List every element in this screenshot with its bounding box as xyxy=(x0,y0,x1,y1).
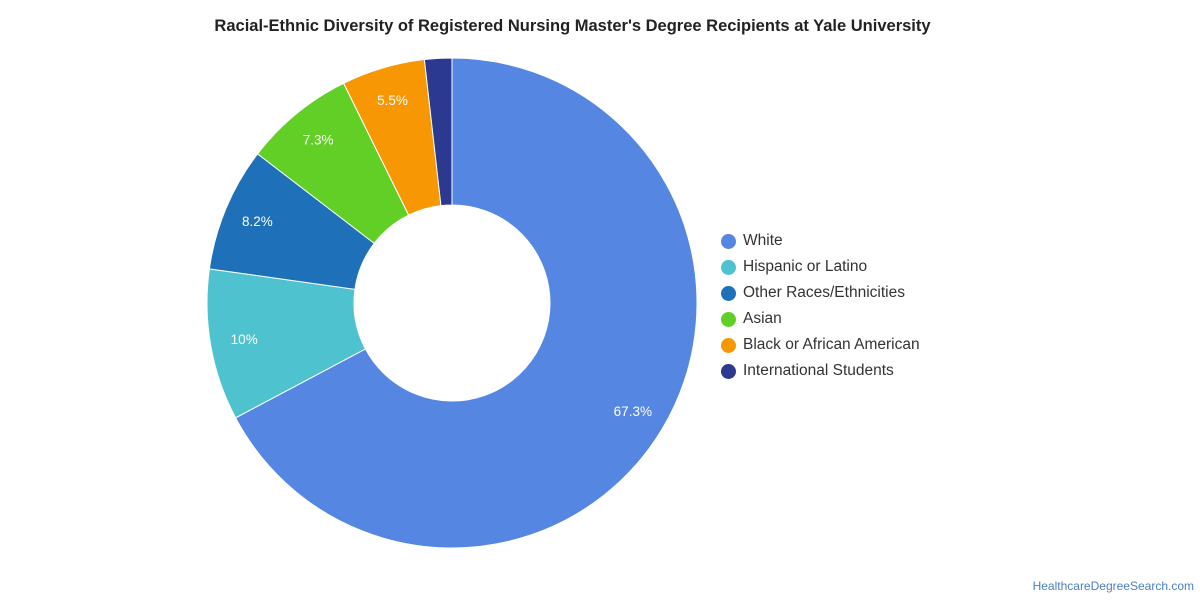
legend-label: Other Races/Ethnicities xyxy=(743,284,905,301)
legend-label: White xyxy=(743,232,783,249)
legend-swatch xyxy=(721,233,736,249)
slice-label: 5.5% xyxy=(377,93,408,108)
legend-label: International Students xyxy=(743,362,894,379)
legend-item-other-races-ethnicities[interactable]: Other Races/Ethnicities xyxy=(721,280,920,306)
legend-swatch xyxy=(721,259,736,275)
legend-label: Asian xyxy=(743,310,782,327)
legend-item-hispanic-or-latino[interactable]: Hispanic or Latino xyxy=(721,254,920,280)
legend-label: Black or African American xyxy=(743,336,920,353)
chart-legend: White Hispanic or Latino Other Races/Ethni… xyxy=(721,228,920,384)
slice-white[interactable] xyxy=(234,57,698,549)
slice-international-students[interactable] xyxy=(423,57,453,207)
legend-item-black-or-african-american[interactable]: Black or African American xyxy=(721,332,920,358)
slice-label: 8.2% xyxy=(242,214,273,229)
legend-item-international-students[interactable]: International Students xyxy=(721,358,920,384)
chart-title: Racial-Ethnic Diversity of Registered Nu… xyxy=(214,17,931,35)
legend-swatch xyxy=(721,363,736,379)
legend-label: Hispanic or Latino xyxy=(743,258,868,275)
slice-label: 7.3% xyxy=(303,132,334,147)
legend-swatch xyxy=(721,337,736,353)
source-watermark-link[interactable]: HealthcareDegreeSearch.com xyxy=(1032,579,1194,593)
legend-swatch xyxy=(721,311,736,327)
slice-label: 10% xyxy=(231,332,258,347)
legend-item-asian[interactable]: Asian xyxy=(721,306,920,332)
slice-label: 67.3% xyxy=(614,404,652,419)
legend-swatch xyxy=(721,285,736,301)
legend-item-white[interactable]: White xyxy=(721,228,920,254)
